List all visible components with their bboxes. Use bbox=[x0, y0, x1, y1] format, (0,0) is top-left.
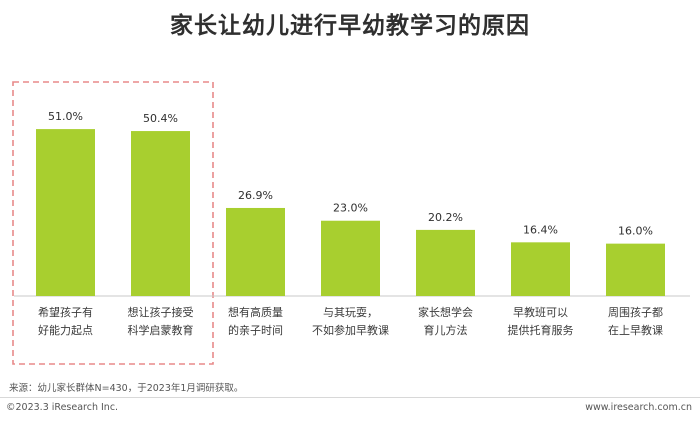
bar bbox=[606, 243, 665, 296]
category-label: 想有高质量 bbox=[228, 305, 283, 319]
category-label: 的亲子时间 bbox=[228, 323, 283, 337]
bar bbox=[511, 242, 570, 296]
category-label: 希望孩子有 bbox=[38, 305, 93, 319]
footer-website[interactable]: www.iresearch.com.cn bbox=[585, 402, 692, 413]
bar bbox=[321, 220, 380, 296]
chart-title: 家长让幼儿进行早幼教学习的原因 bbox=[170, 13, 530, 39]
footer-divider bbox=[0, 397, 700, 398]
bar bbox=[131, 131, 190, 296]
source-note: 来源：幼儿家长群体N=430，于2023年1月调研获取。 bbox=[9, 383, 244, 394]
data-label: 26.9% bbox=[238, 189, 273, 202]
category-label: 提供托育服务 bbox=[508, 323, 574, 337]
data-label: 20.2% bbox=[428, 211, 463, 224]
highlight-box bbox=[12, 81, 214, 365]
category-label: 想让孩子接受 bbox=[128, 305, 194, 319]
bar bbox=[416, 229, 475, 296]
data-label: 50.4% bbox=[143, 112, 178, 125]
category-label: 不如参加早教课 bbox=[312, 323, 389, 337]
data-label: 23.0% bbox=[333, 202, 368, 215]
category-label: 在上早教课 bbox=[608, 324, 663, 337]
category-label: 与其玩耍， bbox=[323, 306, 378, 319]
category-label: 早教班可以 bbox=[513, 306, 568, 319]
bar bbox=[36, 129, 95, 296]
category-label: 好能力起点 bbox=[38, 323, 93, 337]
bar bbox=[226, 207, 285, 296]
data-label: 51.0% bbox=[48, 110, 83, 123]
data-label: 16.4% bbox=[523, 223, 558, 236]
footer-copyright: ©2023.3 iResearch Inc. bbox=[6, 402, 119, 413]
category-label: 育儿方法 bbox=[424, 323, 468, 337]
category-label: 周围孩子都 bbox=[608, 306, 663, 319]
data-label: 16.0% bbox=[618, 225, 653, 238]
category-label: 科学启蒙教育 bbox=[128, 323, 194, 337]
category-label: 家长想学会 bbox=[418, 305, 473, 319]
